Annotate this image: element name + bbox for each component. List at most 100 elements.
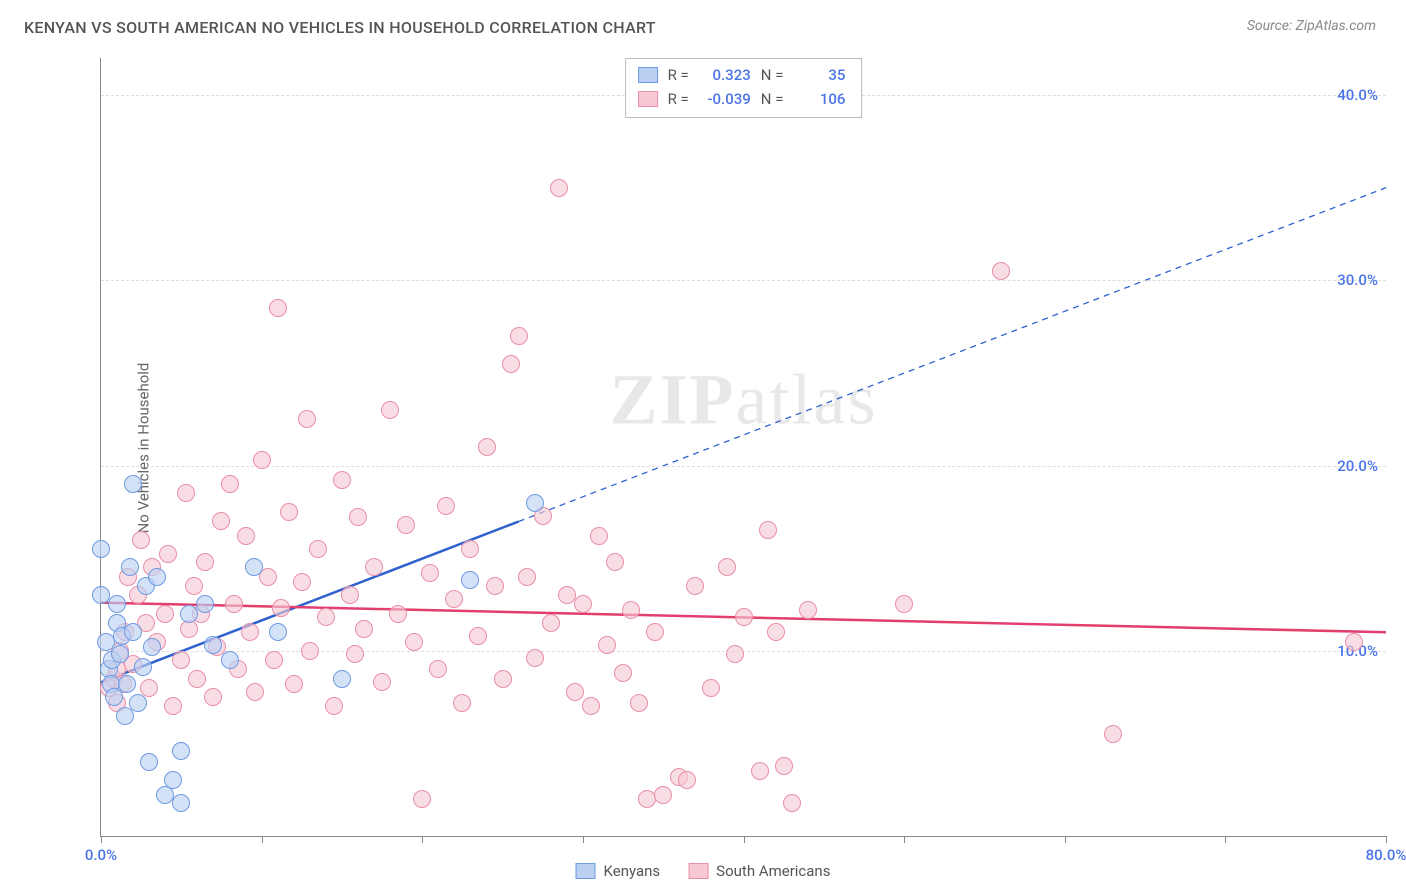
x-tick bbox=[583, 836, 584, 843]
scatter-point bbox=[333, 670, 351, 688]
scatter-point bbox=[180, 605, 198, 623]
scatter-point bbox=[486, 577, 504, 595]
scatter-point bbox=[437, 497, 455, 515]
scatter-point bbox=[140, 753, 158, 771]
scatter-point bbox=[349, 508, 367, 526]
scatter-point bbox=[293, 573, 311, 591]
scatter-point bbox=[265, 651, 283, 669]
watermark: ZIPatlas bbox=[610, 359, 878, 442]
scatter-point bbox=[453, 694, 471, 712]
scatter-point bbox=[108, 595, 126, 613]
scatter-point bbox=[590, 527, 608, 545]
scatter-point bbox=[421, 564, 439, 582]
scatter-point bbox=[355, 620, 373, 638]
scatter-point bbox=[129, 694, 147, 712]
scatter-point bbox=[373, 673, 391, 691]
legend-swatch bbox=[688, 863, 708, 879]
legend-label: Kenyans bbox=[604, 862, 661, 880]
gridline bbox=[101, 280, 1386, 281]
scatter-point bbox=[164, 697, 182, 715]
scatter-point bbox=[246, 683, 264, 701]
x-tick-label: 80.0% bbox=[1366, 846, 1406, 864]
scatter-point bbox=[121, 558, 139, 576]
y-tick-label: 20.0% bbox=[1337, 457, 1378, 475]
x-tick bbox=[101, 836, 102, 843]
scatter-point bbox=[582, 697, 600, 715]
scatter-point bbox=[469, 627, 487, 645]
stat-value-n: 106 bbox=[793, 90, 845, 108]
series-swatch bbox=[638, 67, 658, 83]
scatter-point bbox=[212, 512, 230, 530]
scatter-point bbox=[445, 590, 463, 608]
scatter-point bbox=[188, 670, 206, 688]
scatter-point bbox=[598, 636, 616, 654]
scatter-point bbox=[630, 694, 648, 712]
scatter-point bbox=[172, 742, 190, 760]
scatter-point bbox=[164, 771, 182, 789]
x-tick bbox=[744, 836, 745, 843]
scatter-point bbox=[221, 475, 239, 493]
scatter-point bbox=[550, 179, 568, 197]
gridline bbox=[101, 466, 1386, 467]
scatter-point bbox=[196, 595, 214, 613]
x-tick bbox=[1386, 836, 1387, 843]
stat-label-n: N = bbox=[761, 66, 784, 84]
scatter-point bbox=[429, 660, 447, 678]
scatter-point bbox=[702, 679, 720, 697]
x-tick bbox=[422, 836, 423, 843]
scatter-point bbox=[204, 636, 222, 654]
scatter-point bbox=[172, 794, 190, 812]
x-tick bbox=[1065, 836, 1066, 843]
y-tick-label: 30.0% bbox=[1337, 271, 1378, 289]
scatter-point bbox=[196, 553, 214, 571]
chart-title: KENYAN VS SOUTH AMERICAN NO VEHICLES IN … bbox=[24, 18, 656, 37]
scatter-point bbox=[346, 645, 364, 663]
scatter-point bbox=[124, 623, 142, 641]
scatter-point bbox=[204, 688, 222, 706]
scatter-point bbox=[799, 601, 817, 619]
scatter-point bbox=[325, 697, 343, 715]
legend-label: South Americans bbox=[716, 862, 830, 880]
scatter-point bbox=[494, 670, 512, 688]
chart-area: No Vehicles in Household ZIPatlas R =0.3… bbox=[50, 58, 1386, 837]
scatter-point bbox=[461, 571, 479, 589]
scatter-point bbox=[1104, 725, 1122, 743]
stat-label-r: R = bbox=[668, 66, 689, 84]
scatter-point bbox=[992, 262, 1010, 280]
scatter-point bbox=[111, 645, 129, 663]
scatter-point bbox=[132, 531, 150, 549]
scatter-point bbox=[309, 540, 327, 558]
scatter-point bbox=[735, 608, 753, 626]
stat-label-r: R = bbox=[668, 90, 689, 108]
scatter-point bbox=[333, 471, 351, 489]
scatter-point bbox=[678, 771, 696, 789]
series-swatch bbox=[638, 91, 658, 107]
scatter-point bbox=[767, 623, 785, 641]
scatter-point bbox=[686, 577, 704, 595]
stat-value-r: 0.323 bbox=[699, 66, 751, 84]
scatter-point bbox=[245, 558, 263, 576]
scatter-point bbox=[566, 683, 584, 701]
x-tick bbox=[904, 836, 905, 843]
legend-item: Kenyans bbox=[576, 862, 661, 880]
scatter-point bbox=[134, 658, 152, 676]
scatter-point bbox=[526, 494, 544, 512]
scatter-point bbox=[301, 642, 319, 660]
scatter-point bbox=[895, 595, 913, 613]
scatter-point bbox=[502, 355, 520, 373]
x-tick bbox=[1225, 836, 1226, 843]
legend-swatch bbox=[576, 863, 596, 879]
scatter-point bbox=[124, 475, 142, 493]
stats-row: R = 0.323 N = 35 bbox=[638, 63, 846, 87]
scatter-point bbox=[272, 599, 290, 617]
legend: Kenyans South Americans bbox=[576, 862, 831, 880]
scatter-point bbox=[478, 438, 496, 456]
stat-value-n: 35 bbox=[793, 66, 845, 84]
scatter-point bbox=[118, 675, 136, 693]
scatter-point bbox=[542, 614, 560, 632]
scatter-point bbox=[143, 638, 161, 656]
scatter-point bbox=[159, 545, 177, 563]
scatter-point bbox=[518, 568, 536, 586]
legend-item: South Americans bbox=[688, 862, 830, 880]
scatter-point bbox=[221, 651, 239, 669]
